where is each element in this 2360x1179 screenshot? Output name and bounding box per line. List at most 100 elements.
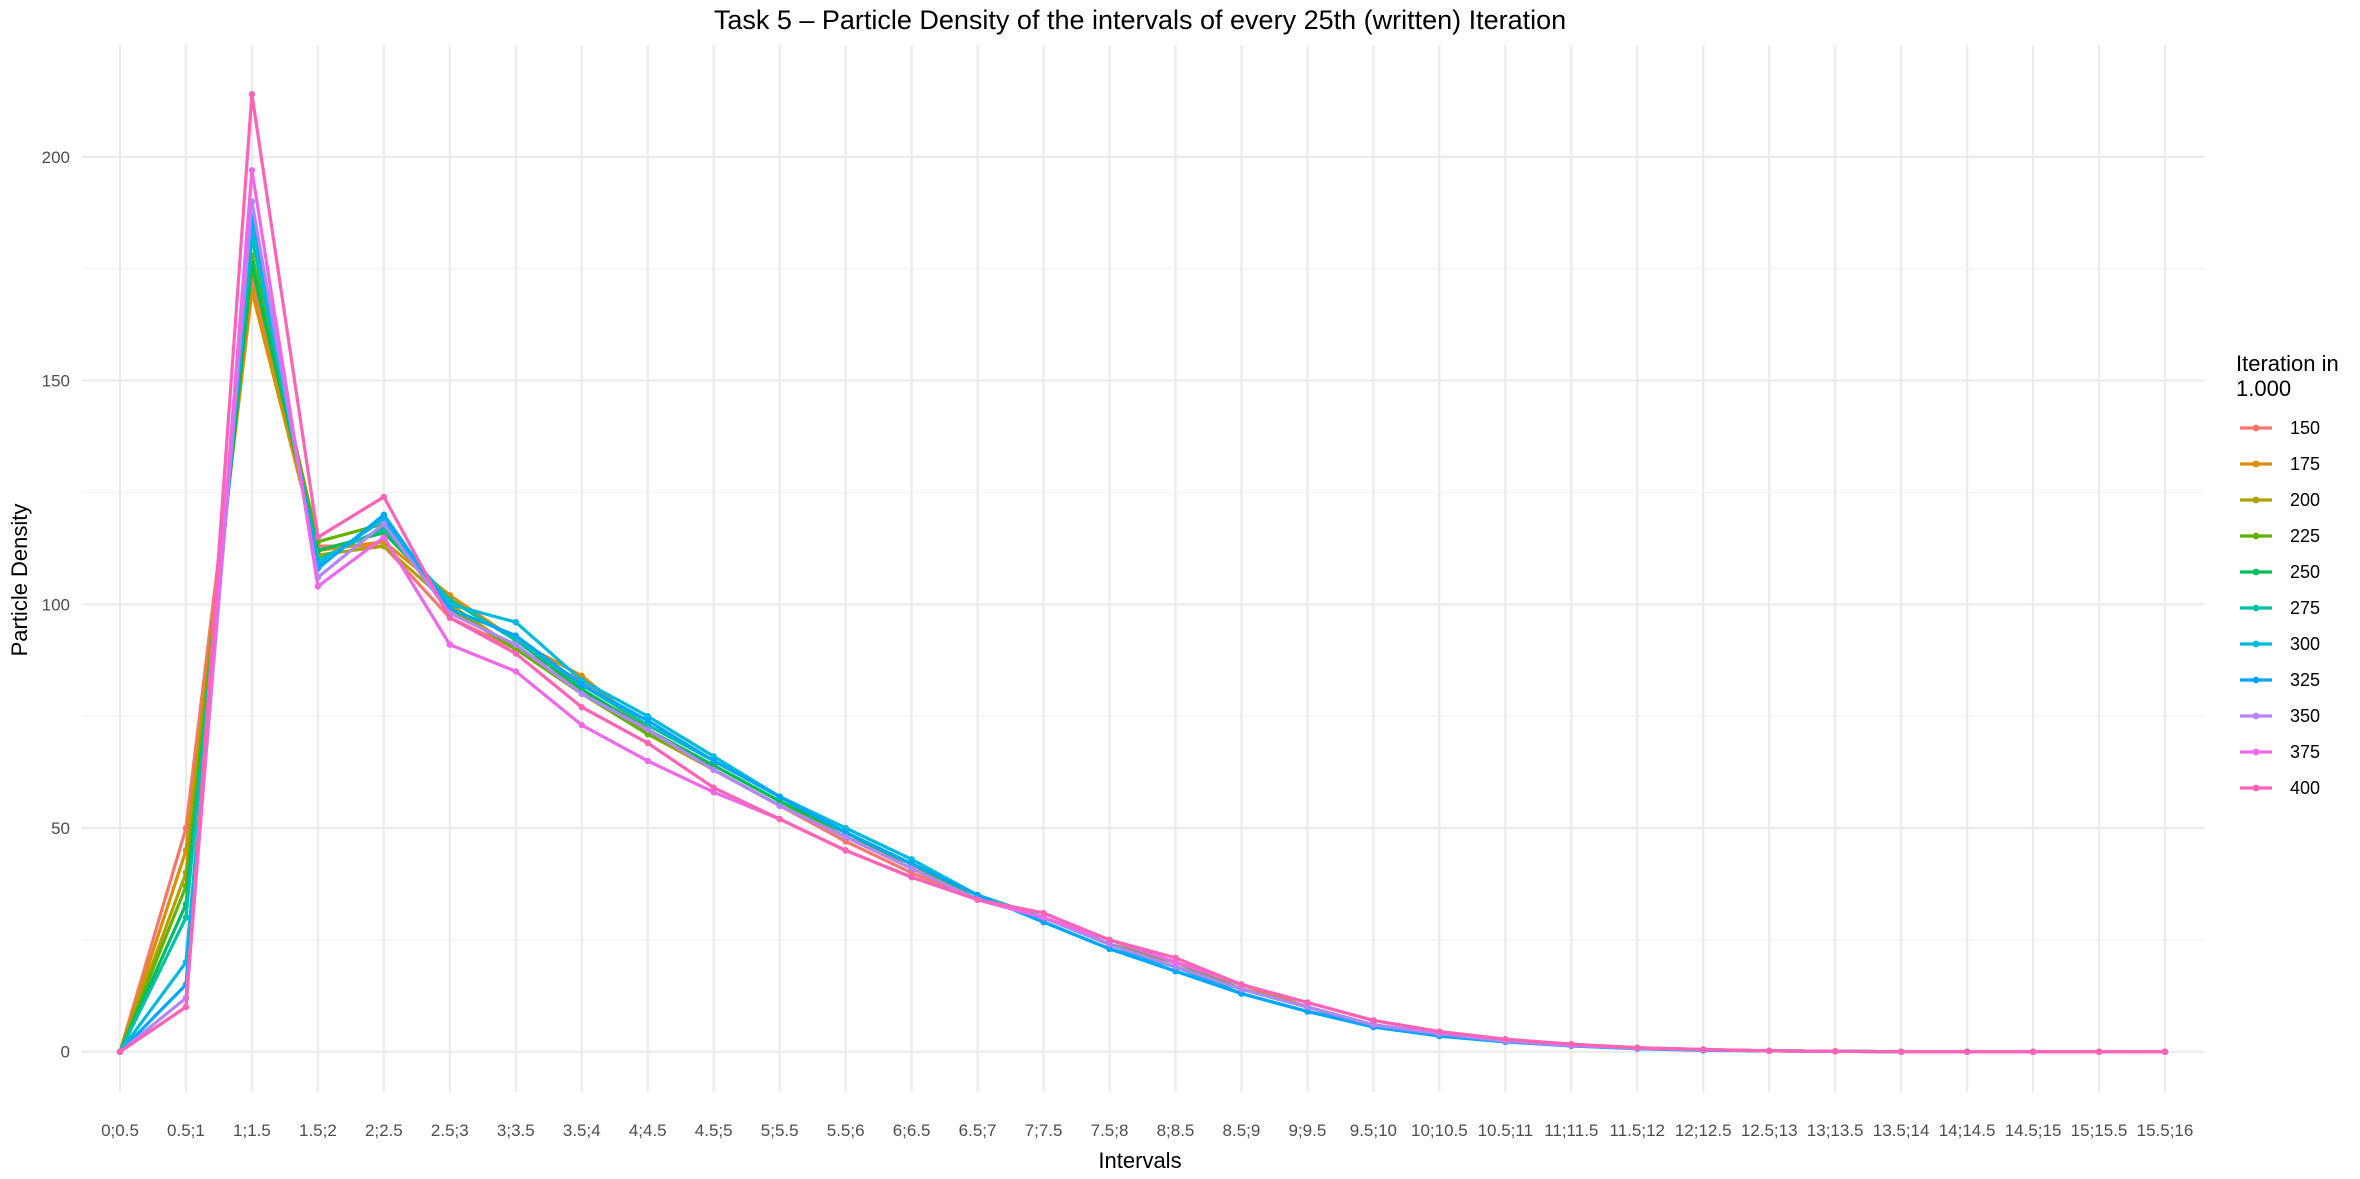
data-point	[1765, 1047, 1773, 1055]
legend-title-line: 1.000	[2236, 376, 2291, 401]
data-point	[1370, 1017, 1377, 1024]
x-tick-label: 6;6.5	[893, 1121, 931, 1140]
data-point	[512, 618, 520, 626]
series-200	[116, 265, 2169, 1055]
series-line	[119, 168, 2165, 1054]
data-point	[842, 847, 849, 854]
data-point	[446, 614, 454, 621]
series-375	[116, 167, 2169, 1055]
data-point	[644, 712, 651, 720]
legend-label: 350	[2290, 706, 2320, 726]
x-tick-label: 15;15.5	[2071, 1121, 2128, 1140]
data-point	[1172, 967, 1179, 975]
data-point	[710, 753, 717, 760]
legend-key-point	[2252, 496, 2260, 504]
data-point	[380, 542, 388, 550]
y-tick-label: 100	[42, 595, 70, 614]
y-axis-ticks: 0 50 100 150 200	[42, 148, 70, 1062]
x-tick-label: 9.5;10	[1350, 1121, 1397, 1140]
x-tick-label: 8;8.5	[1157, 1121, 1195, 1140]
legend-key-point	[2252, 424, 2260, 432]
legend-item: 250	[2240, 562, 2320, 582]
data-point	[578, 681, 585, 689]
data-point	[380, 511, 388, 519]
series-lines	[116, 91, 2169, 1055]
data-point	[182, 914, 190, 921]
series-line	[119, 92, 2165, 1054]
legend-key-point	[2252, 676, 2260, 684]
data-point	[776, 793, 783, 800]
data-point	[974, 896, 981, 903]
series-225	[116, 252, 2169, 1055]
chart-title: Task 5 – Particle Density of the interva…	[714, 5, 1566, 35]
legend-label: 325	[2290, 670, 2320, 690]
data-point	[1370, 1021, 1377, 1029]
series-325	[116, 207, 2169, 1055]
legend-key-point	[2252, 748, 2260, 756]
x-tick-label: 14.5;15	[2005, 1121, 2062, 1140]
data-point	[512, 668, 520, 675]
legend-item: 225	[2240, 526, 2320, 546]
data-point	[1963, 1048, 1971, 1055]
x-tick-label: 4;4.5	[629, 1121, 667, 1140]
legend-item: 350	[2240, 706, 2320, 726]
legend-label: 275	[2290, 598, 2320, 618]
x-tick-label: 3;3.5	[497, 1121, 535, 1140]
legend-key-point	[2252, 532, 2260, 540]
legend-key-point	[2252, 604, 2260, 612]
series-line	[118, 235, 2165, 1054]
legend-item: 200	[2240, 490, 2320, 510]
legend-label: 300	[2290, 634, 2320, 654]
data-point	[1106, 941, 1113, 948]
data-point	[776, 802, 783, 809]
data-point	[1172, 959, 1179, 966]
data-point	[908, 856, 915, 863]
data-point	[446, 641, 454, 648]
data-point	[842, 824, 849, 832]
data-point	[1304, 999, 1311, 1006]
data-point	[380, 533, 388, 541]
data-point	[842, 829, 849, 836]
legend-item: 300	[2240, 634, 2320, 654]
x-tick-label: 13.5;14	[1873, 1121, 1930, 1140]
legend-label: 375	[2290, 742, 2320, 762]
data-point	[710, 784, 717, 791]
series-400	[116, 91, 2169, 1055]
data-point	[644, 739, 651, 747]
legend-label: 150	[2290, 418, 2320, 438]
x-tick-label: 8.5;9	[1223, 1121, 1261, 1140]
data-point	[1238, 985, 1245, 993]
data-point	[248, 91, 256, 98]
legend-items: 150 175 200 225 250 275 300 325 350 375 400	[2240, 418, 2320, 798]
data-point	[1106, 936, 1113, 944]
series-line	[118, 262, 2165, 1054]
data-point	[2095, 1048, 2103, 1055]
data-point	[1106, 945, 1113, 953]
data-point	[512, 632, 520, 639]
legend-item: 400	[2240, 778, 2320, 798]
y-tick-label: 0	[61, 1043, 70, 1062]
data-point	[1700, 1046, 1707, 1053]
data-point	[116, 1048, 124, 1055]
data-point	[380, 520, 388, 527]
x-tick-label: 12;12.5	[1675, 1121, 1732, 1140]
x-tick-label: 11;11.5	[1544, 1121, 1598, 1140]
x-tick-label: 5;5.5	[761, 1121, 799, 1140]
x-axis-ticks: 0;0.5 0.5;1 1;1.5 1.5;2 2;2.5 2.5;3 3;3.5 3.5;4…	[101, 1121, 2193, 1140]
data-point	[1634, 1044, 1641, 1051]
data-point	[1040, 914, 1047, 921]
data-point	[644, 757, 651, 765]
series-line	[118, 200, 2165, 1054]
x-tick-label: 0;0.5	[101, 1121, 139, 1140]
legend-item: 325	[2240, 670, 2320, 690]
data-point	[314, 583, 322, 590]
y-tick-label: 200	[42, 148, 70, 167]
x-tick-label: 0.5;1	[167, 1121, 205, 1140]
legend-label: 175	[2290, 454, 2320, 474]
legend-key-point	[2252, 784, 2260, 792]
data-point	[380, 493, 388, 501]
y-tick-label: 50	[51, 819, 70, 838]
x-tick-label: 15.5;16	[2137, 1121, 2194, 1140]
x-tick-label: 4.5;5	[695, 1121, 733, 1140]
series-line	[118, 267, 2165, 1054]
